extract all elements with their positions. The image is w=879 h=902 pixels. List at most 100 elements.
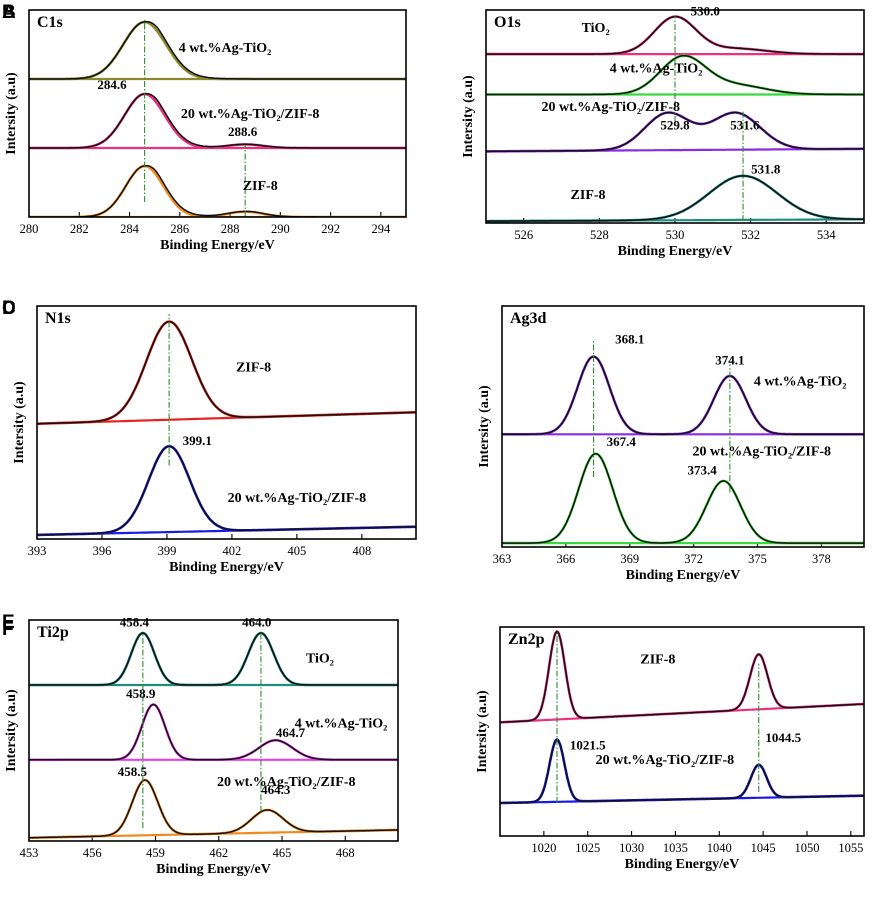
raw-spectrum bbox=[29, 20, 406, 80]
x-tick-label: 405 bbox=[288, 544, 307, 558]
raw-spectrum bbox=[29, 703, 398, 761]
x-tick-label: 402 bbox=[223, 544, 242, 558]
x-tick-label: 288 bbox=[221, 222, 240, 236]
chart-panel-E: E Ti2p 453 456 459 462 465 468 Binding Energy/eV… bbox=[2, 612, 399, 877]
plot-frame bbox=[499, 626, 865, 837]
y-axis-label: Intersity (a.u) bbox=[12, 381, 27, 464]
x-tick-label: 459 bbox=[146, 846, 165, 860]
x-tick-label: 378 bbox=[812, 552, 831, 566]
raw-spectrum bbox=[500, 738, 864, 804]
peak-label: 464.0 bbox=[242, 615, 271, 630]
series-label: TiO₂ bbox=[582, 21, 610, 36]
peak-label: 367.4 bbox=[607, 434, 637, 449]
x-tick-label: 530 bbox=[666, 228, 685, 242]
series-label: ZIF-8 bbox=[236, 360, 271, 375]
x-tick-label: 526 bbox=[514, 228, 533, 242]
x-tick-label: 396 bbox=[93, 544, 112, 558]
x-tick-label: 292 bbox=[321, 222, 340, 236]
peak-label: 399.1 bbox=[183, 433, 212, 448]
peak-label: 1044.5 bbox=[765, 730, 801, 745]
raw-spectrum bbox=[500, 630, 864, 724]
peak-label: 284.6 bbox=[97, 77, 127, 92]
series-label: 20 wt.%Ag-TiO₂/ZIF-8 bbox=[596, 753, 735, 768]
series-label: 20 wt.%Ag-TiO₂/ZIF-8 bbox=[693, 444, 832, 459]
x-tick-label: 282 bbox=[70, 222, 89, 236]
x-axis-label: Binding Energy/eV bbox=[625, 857, 740, 872]
peak-label: 1021.5 bbox=[570, 737, 606, 752]
y-axis-label: Intersity (a.u) bbox=[475, 690, 490, 773]
x-tick-label: 286 bbox=[170, 222, 189, 236]
x-tick-label: 1020 bbox=[531, 841, 556, 855]
raw-spectrum bbox=[37, 445, 416, 536]
peak-label: 458.4 bbox=[120, 615, 150, 630]
raw-spectrum bbox=[29, 92, 406, 149]
chart-panel-D: D Ag3d 363 366 369 372 375 378 Binding Energy/eV… bbox=[2, 298, 865, 583]
panel-letter: C bbox=[2, 298, 16, 319]
fit-curve bbox=[500, 737, 864, 805]
panel-title: N1s bbox=[45, 310, 71, 327]
x-tick-label: 1050 bbox=[794, 841, 819, 855]
x-axis-label: Binding Energy/eV bbox=[160, 238, 275, 253]
plot-area bbox=[29, 20, 406, 217]
plot-frame bbox=[28, 619, 399, 842]
plot-area bbox=[500, 629, 864, 805]
series-label: 4 wt.%Ag-TiO₂ bbox=[610, 61, 703, 76]
x-tick-label: 462 bbox=[209, 846, 228, 860]
x-axis-label: Binding Energy/eV bbox=[156, 862, 271, 877]
x-tick-label: 290 bbox=[271, 222, 290, 236]
series-label: 20 wt.%Ag-TiO₂/ZIF-8 bbox=[228, 491, 367, 506]
x-tick-label: 1035 bbox=[663, 841, 688, 855]
x-tick-label: 453 bbox=[20, 846, 39, 860]
plot-area bbox=[37, 320, 416, 537]
x-tick-label: 280 bbox=[20, 222, 39, 236]
series-label: 4 wt.%Ag-TiO₂ bbox=[295, 716, 388, 731]
series-label: 4 wt.%Ag-TiO₂ bbox=[179, 41, 272, 56]
y-axis-label: Intersity (a.u) bbox=[4, 72, 19, 155]
x-tick-label: 468 bbox=[336, 846, 355, 860]
x-tick-label: 294 bbox=[371, 222, 391, 236]
fit-curve bbox=[29, 703, 398, 762]
x-tick-label: 1030 bbox=[619, 841, 644, 855]
x-tick-label: 375 bbox=[748, 552, 767, 566]
peak-label: 374.1 bbox=[715, 352, 744, 367]
series-label: 4 wt.%Ag-TiO₂ bbox=[754, 374, 847, 389]
fit-curve bbox=[29, 164, 406, 217]
raw-spectrum bbox=[486, 54, 864, 96]
x-tick-label: 372 bbox=[684, 552, 703, 566]
x-axis-label: Binding Energy/eV bbox=[618, 244, 733, 259]
series-label: TiO₂ bbox=[306, 651, 334, 666]
peak-label: 531.8 bbox=[751, 161, 781, 176]
x-tick-label: 465 bbox=[273, 846, 292, 860]
raw-spectrum bbox=[29, 779, 398, 839]
plot-area bbox=[29, 631, 398, 840]
fit-curve bbox=[502, 355, 864, 436]
x-tick-label: 1025 bbox=[575, 841, 600, 855]
peak-label: 529.8 bbox=[660, 117, 690, 132]
y-axis-label: Intersity (a.u) bbox=[477, 385, 492, 468]
peak-label: 458.9 bbox=[126, 686, 156, 701]
x-tick-label: 528 bbox=[590, 228, 609, 242]
x-axis-label: Binding Energy/eV bbox=[626, 568, 741, 583]
peak-label: 464.3 bbox=[261, 782, 291, 797]
x-tick-label: 399 bbox=[158, 544, 177, 558]
series-label: ZIF-8 bbox=[640, 653, 675, 668]
x-tick-label: 532 bbox=[741, 228, 760, 242]
plot-frame bbox=[485, 9, 865, 224]
series-label: ZIF-8 bbox=[571, 188, 606, 203]
series-label: 20 wt.%Ag-TiO₂/ZIF-8 bbox=[181, 107, 320, 122]
x-tick-label: 1045 bbox=[751, 841, 776, 855]
peak-label: 458.5 bbox=[118, 764, 148, 779]
x-tick-label: 363 bbox=[493, 552, 512, 566]
raw-spectrum bbox=[29, 164, 406, 217]
chart-panel-C: C N1s 393 396 399 402 405 408 Binding Energy/eV I… bbox=[2, 298, 417, 575]
x-tick-label: 1040 bbox=[707, 841, 732, 855]
series-label: ZIF-8 bbox=[243, 179, 278, 194]
x-tick-label: 366 bbox=[557, 552, 576, 566]
peak-label: 530.0 bbox=[691, 4, 720, 19]
chart-panel-A: A C1s 280 282 284 286 288 290 292 294 Binding Ener… bbox=[2, 2, 407, 253]
panel-letter: A bbox=[2, 2, 16, 23]
plot-frame bbox=[28, 9, 407, 218]
panel-letter: D bbox=[2, 298, 16, 319]
x-tick-label: 408 bbox=[352, 544, 371, 558]
